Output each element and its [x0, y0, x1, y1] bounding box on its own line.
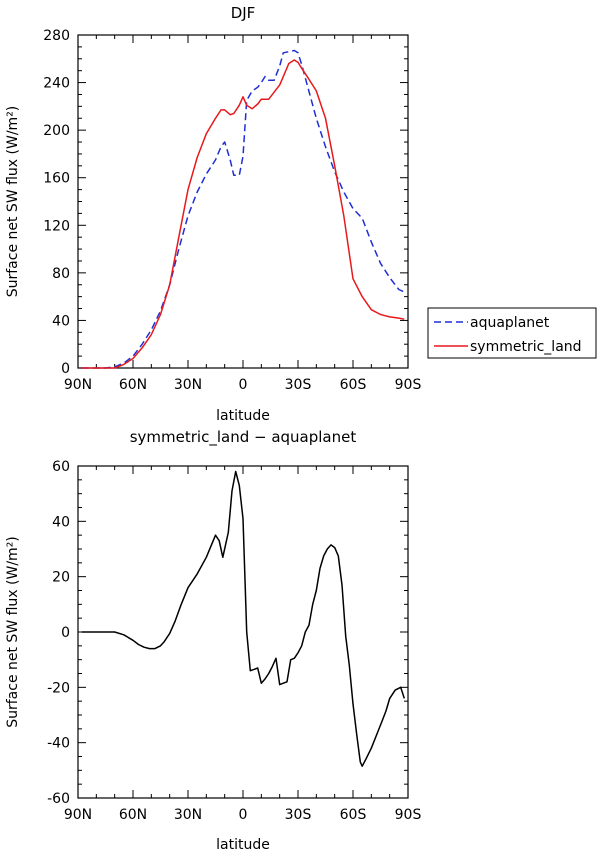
y-tick-label: 40 [52, 313, 70, 329]
x-tick-label: 60N [119, 807, 147, 823]
legend-label: aquaplanet [470, 315, 550, 331]
y-tick-label: 80 [52, 266, 70, 282]
y-tick-label: 120 [43, 218, 70, 234]
chart-panel-1: DJF 0 40 80 120 160 200 240 280 90N 60N 30N 0 30S 60S 9… [5, 4, 597, 424]
y-axis-label: Surface net SW flux (W/m²) [5, 536, 21, 728]
x-tick-label: 0 [239, 807, 248, 823]
x-tick-label: 30N [174, 377, 202, 393]
x-tick-label: 90N [64, 807, 92, 823]
x-tick-label: 0 [239, 377, 248, 393]
y-tick-label: 280 [43, 28, 70, 44]
y-tick-label: 0 [61, 625, 70, 641]
series-line [81, 470, 406, 767]
y-tick-label: 20 [52, 570, 70, 586]
y-tick-label: 160 [43, 171, 70, 187]
y-axis-label: Surface net SW flux (W/m²) [5, 106, 21, 298]
x-tick-label: 60N [119, 377, 147, 393]
x-axis-label: latitude [216, 837, 270, 851]
y-tick-label: 240 [43, 76, 70, 92]
chart-panel-2: symmetric_land − aquaplanet -60 -40 -20 0 20 4… [5, 428, 421, 851]
legend-box [427, 307, 597, 359]
y-tick-label: -40 [47, 736, 70, 752]
y-tick-label: 0 [61, 361, 70, 377]
x-tick-label: 30N [174, 807, 202, 823]
chart-legend: aquaplanet symmetric_land [427, 307, 597, 359]
chart-title: symmetric_land − aquaplanet [130, 428, 357, 447]
y-tick-label: 60 [52, 459, 70, 475]
x-tick-label: 90N [64, 377, 92, 393]
x-tick-label: 60S [340, 807, 367, 823]
x-tick-label: 60S [340, 377, 367, 393]
y-tick-label: 200 [43, 123, 70, 139]
x-tick-label: 30S [285, 807, 312, 823]
plot-frame [77, 34, 409, 369]
series-line-symmetric-land [81, 59, 405, 369]
legend-label: symmetric_land [470, 339, 582, 355]
y-tick-label: 40 [52, 514, 70, 530]
y-tick-label: -20 [47, 680, 70, 696]
x-tick-label: 90S [395, 377, 422, 393]
chart-title: DJF [231, 4, 256, 22]
y-tick-label: -60 [47, 791, 70, 807]
x-tick-label: 30S [285, 377, 312, 393]
x-axis-label: latitude [216, 408, 270, 424]
series-line-aquaplanet [81, 49, 405, 369]
x-tick-label: 90S [395, 807, 422, 823]
